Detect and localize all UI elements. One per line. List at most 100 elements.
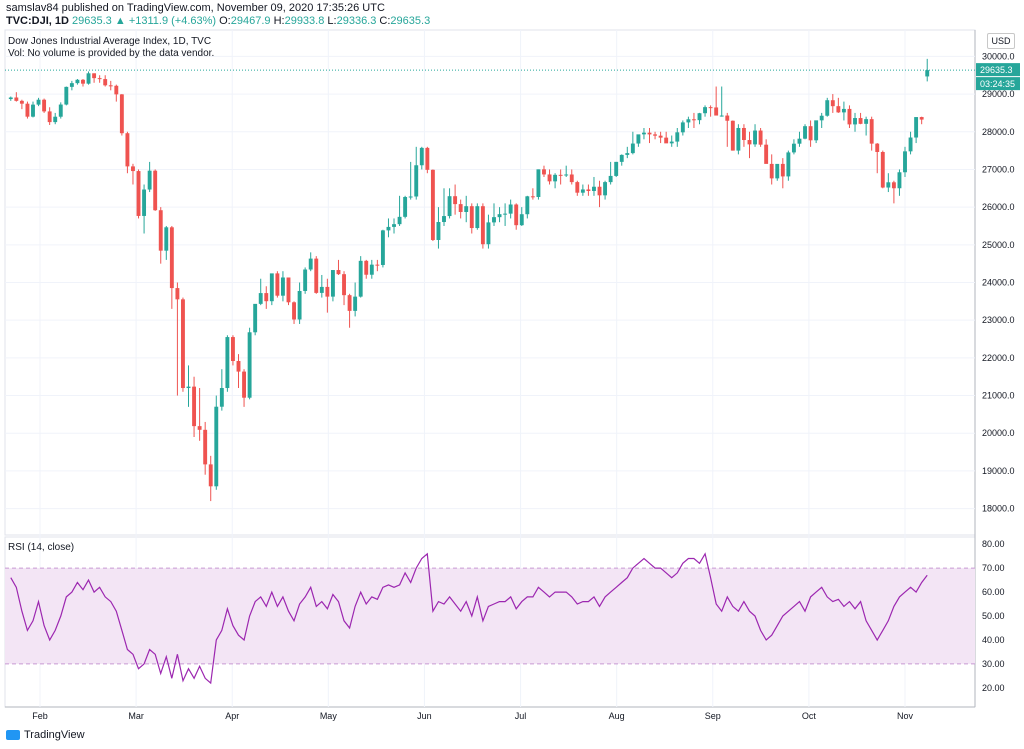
brand-footer[interactable]: TradingView (6, 729, 85, 741)
rsi-tick-label: 60.00 (982, 587, 1005, 597)
candle-body (219, 388, 224, 407)
candle-body (475, 206, 480, 229)
candle-body (325, 286, 330, 297)
time-tick-label: Oct (802, 711, 817, 721)
symbol: TVC:DJI, 1D (6, 15, 69, 27)
candle-body (442, 216, 446, 223)
price-tick-label: 22000.0 (982, 353, 1015, 363)
candle-body (308, 258, 313, 270)
candle-body (803, 126, 807, 139)
candle-body (903, 151, 907, 173)
candle-body (780, 163, 785, 177)
brand-label: TradingView (24, 729, 85, 741)
candle-body (480, 206, 485, 245)
candle-body (436, 222, 441, 240)
candle-body (719, 115, 724, 117)
candle-body (397, 216, 402, 225)
candle-body (669, 141, 674, 144)
candle-body (847, 108, 852, 125)
candle-body (175, 288, 180, 300)
candle-body (214, 406, 219, 487)
candle-body (625, 153, 630, 155)
candle-body (875, 143, 880, 152)
candle-body (503, 213, 508, 215)
candle-body (231, 337, 235, 362)
candle-body (675, 132, 680, 142)
candle-body (614, 161, 619, 176)
candle-body (775, 163, 780, 179)
currency-badge[interactable]: USD (987, 33, 1015, 49)
candle-body (653, 134, 658, 136)
change-value: +1311.9 (+4.63%) (128, 15, 217, 27)
candle-body (886, 182, 891, 188)
candle-body (469, 206, 474, 229)
candle-body (25, 103, 30, 117)
rsi-tick-label: 80.00 (982, 539, 1005, 549)
time-tick-label: Apr (225, 711, 239, 721)
candle-body (853, 118, 857, 125)
rsi-tick-label: 20.00 (982, 683, 1005, 693)
candle-body (208, 464, 213, 487)
candle-body (564, 174, 569, 176)
rsi-tick-label: 40.00 (982, 635, 1005, 645)
price-tick-label: 28000.0 (982, 127, 1015, 137)
candle-body (125, 133, 130, 167)
candle-body (342, 274, 346, 296)
candle-body (464, 206, 469, 212)
candle-body (536, 169, 541, 197)
candle-body (636, 134, 641, 144)
candle-body (747, 140, 752, 145)
candle-body (92, 73, 97, 79)
time-tick-label: May (320, 711, 338, 721)
candle-body (530, 196, 535, 198)
candle-body (297, 290, 302, 320)
candle-body (247, 332, 252, 398)
candle-body (697, 113, 702, 121)
candle-body (603, 182, 608, 196)
candle-body (42, 99, 47, 112)
candle-body (575, 182, 580, 193)
time-tick-label: Sep (705, 711, 721, 721)
candle-body (164, 227, 169, 251)
candle-body (236, 361, 241, 372)
candle-body (136, 171, 141, 216)
candle-body (508, 204, 513, 214)
price-tick-label: 19000.0 (982, 466, 1015, 476)
candle-body (86, 73, 91, 84)
time-tick-label: Jun (417, 711, 432, 721)
candle-body (492, 217, 496, 223)
candle-body (47, 111, 52, 123)
candle-body (925, 70, 930, 77)
candle-body (708, 107, 713, 109)
tradingview-logo-icon (6, 730, 20, 740)
candle-body (419, 147, 424, 166)
candle-body (258, 293, 263, 304)
candle-body (197, 426, 202, 430)
candle-body (558, 174, 563, 176)
candle-body (358, 260, 363, 297)
candle-body (830, 100, 835, 107)
candle-body (225, 337, 230, 389)
candle-body (814, 120, 819, 141)
candle-body (908, 137, 913, 152)
candle-body (880, 151, 885, 188)
candle-body (619, 154, 624, 162)
candle-body (280, 277, 285, 296)
candle-body (425, 147, 430, 170)
candle-body (392, 224, 396, 227)
candle-body (314, 258, 319, 293)
low-value: 29336.3 (336, 15, 377, 27)
price-tick-label: 29000.0 (982, 89, 1015, 99)
candle-body (758, 130, 763, 145)
candle-body (586, 189, 591, 191)
price-tag-box (976, 63, 1020, 77)
candle-body (181, 299, 185, 389)
candle-body (797, 138, 802, 144)
candle-body (630, 143, 635, 154)
candle-body (769, 163, 774, 179)
price-tick-label: 21000.0 (982, 391, 1015, 401)
candle-body (369, 264, 374, 275)
candle-body (825, 100, 830, 116)
candle-body (31, 104, 35, 117)
